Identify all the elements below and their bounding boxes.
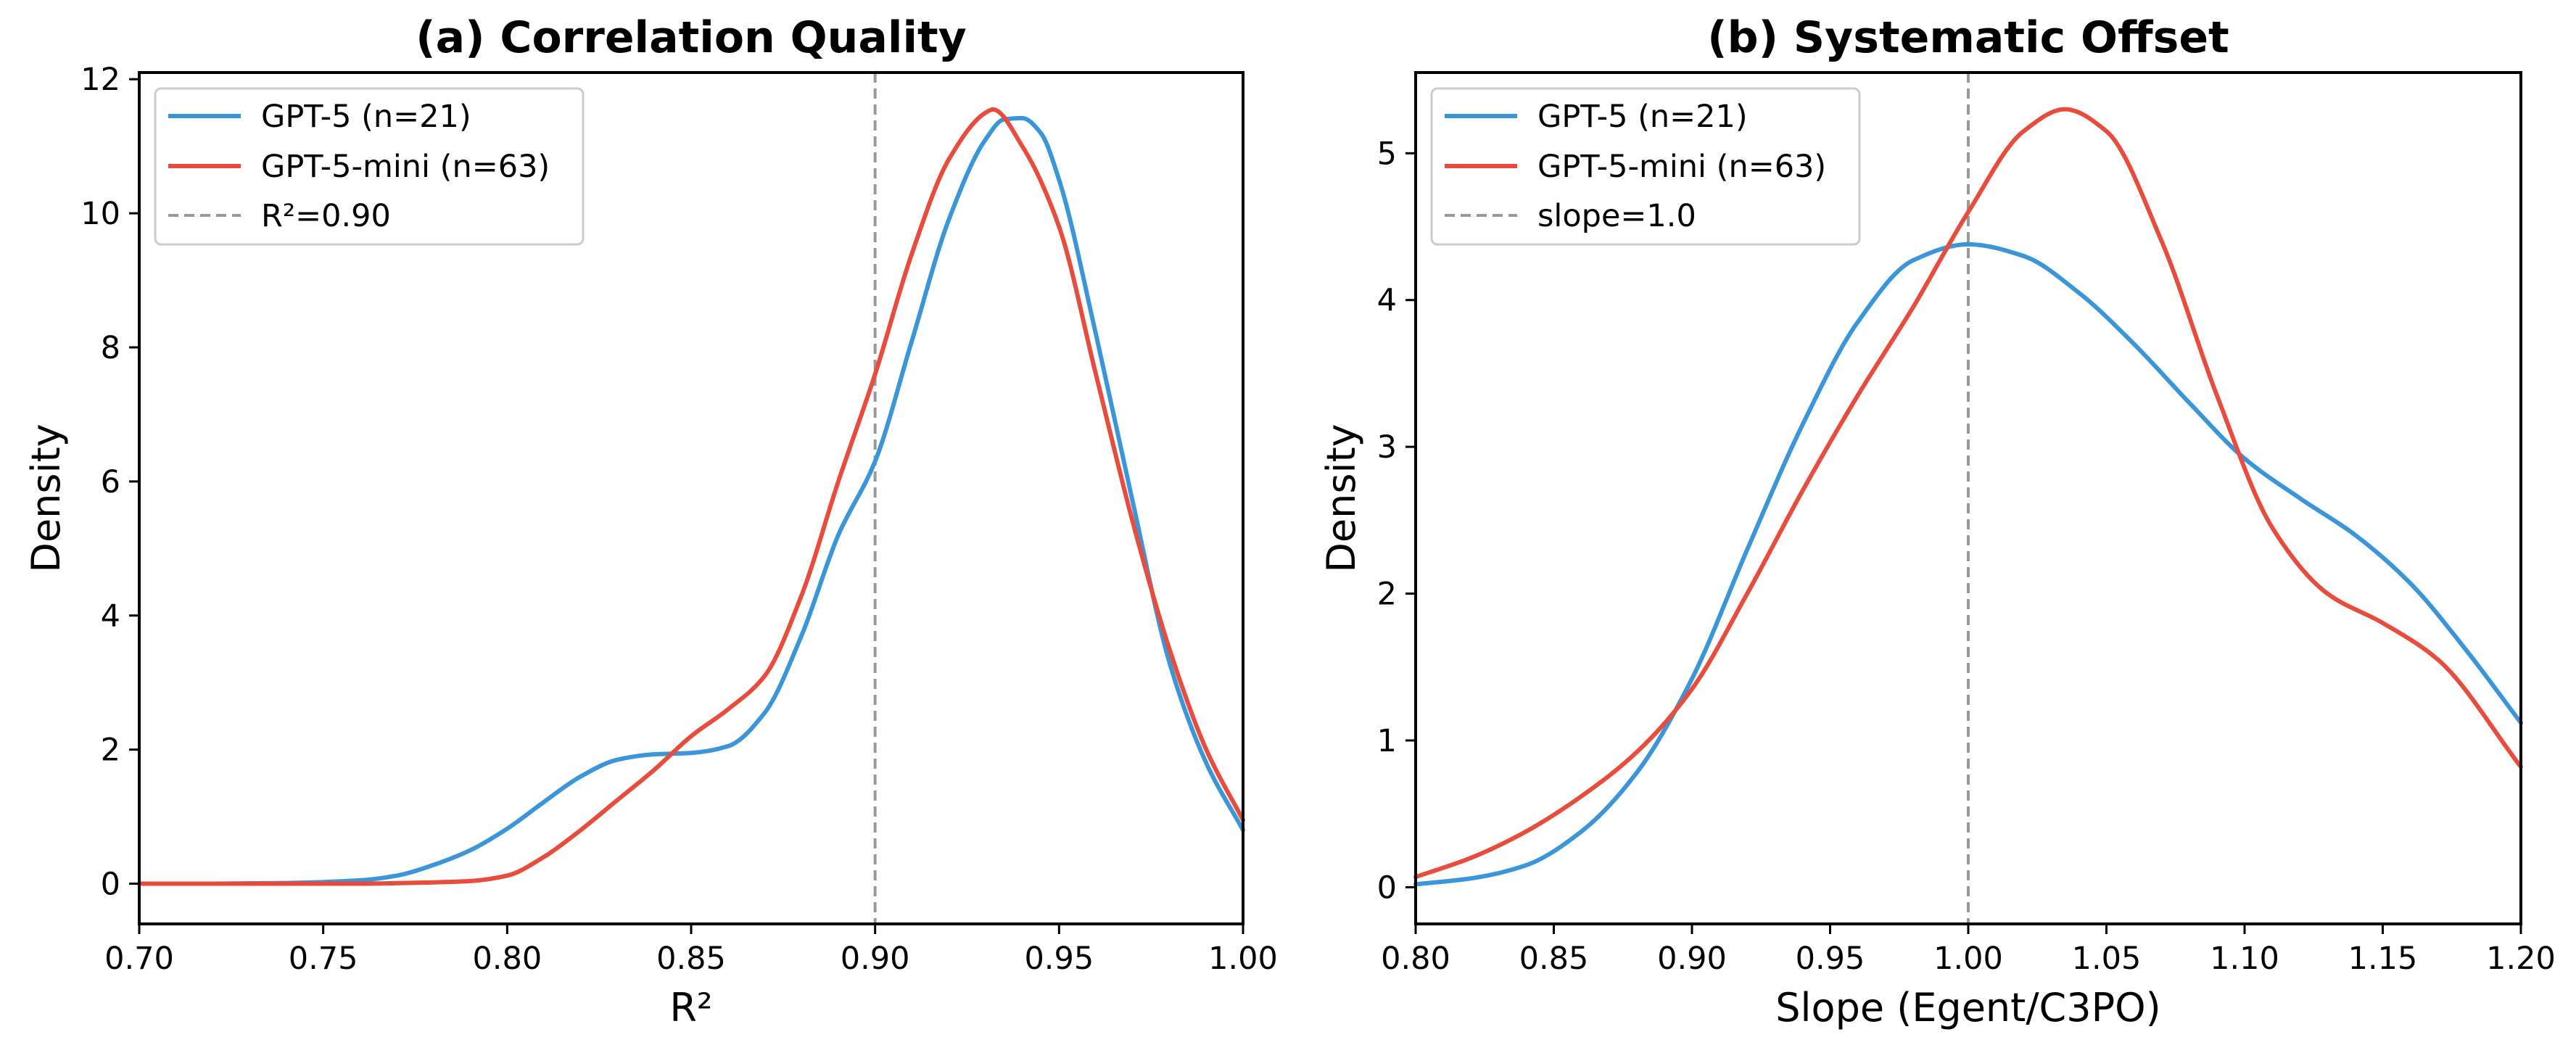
panel-systematic-offset: (b) Systematic Offset 0.80 0.85 0.90 0.95 1.… — [1318, 12, 2556, 1031]
y-tick-label: 0 — [101, 867, 120, 903]
legend-label-gpt5: GPT-5 (n=21) — [1537, 99, 1748, 135]
y-tick-label: 4 — [1377, 283, 1397, 319]
legend-label-gpt5-mini: GPT-5-mini (n=63) — [261, 149, 550, 185]
x-tick-label: 1.00 — [1208, 941, 1278, 977]
y-tick-label: 5 — [1377, 136, 1397, 172]
x-tick-label: 0.95 — [1796, 941, 1865, 977]
legend-label-gpt5-mini: GPT-5-mini (n=63) — [1537, 149, 1826, 185]
y-tick-label: 0 — [1377, 870, 1397, 906]
panel-correlation-quality: (a) Correlation Quality 0.70 0.75 0.80 0.85… — [23, 12, 1278, 1031]
x-axis-label: R² — [669, 985, 712, 1031]
x-tick-label: 0.80 — [472, 941, 542, 977]
x-axis-label: Slope (Egent/C3PO) — [1775, 985, 2160, 1031]
y-tick-label: 2 — [101, 732, 120, 769]
series-line-gpt5mini — [137, 107, 1245, 886]
x-tick-label: 1.10 — [2210, 941, 2279, 977]
x-tick-label: 1.15 — [2348, 941, 2418, 977]
series-line-gpt5 — [137, 115, 1245, 886]
x-tick-label: 0.90 — [1657, 941, 1727, 977]
series-line-gpt5mini — [1413, 107, 2523, 880]
y-tick-label: 8 — [101, 330, 120, 366]
panel-title: (a) Correlation Quality — [416, 12, 967, 63]
x-tick-label: 0.80 — [1381, 941, 1450, 977]
y-tick-label: 10 — [80, 196, 120, 232]
x-tick-label: 1.20 — [2486, 941, 2556, 977]
y-axis-label: Density — [23, 424, 69, 572]
y-tick-label: 6 — [101, 464, 120, 500]
x-tick-label: 0.70 — [104, 941, 174, 977]
legend-label-reference: slope=1.0 — [1537, 198, 1696, 234]
x-tick-label: 0.90 — [841, 941, 910, 977]
series-line-gpt5 — [1413, 241, 2523, 887]
y-tick-label: 12 — [80, 62, 120, 98]
y-tick-label: 2 — [1377, 577, 1397, 613]
x-tick-label: 0.95 — [1024, 941, 1094, 977]
x-tick-label: 1.05 — [2072, 941, 2142, 977]
x-tick-label: 1.00 — [1933, 941, 2003, 977]
x-tick-label: 0.75 — [289, 941, 358, 977]
y-axis-label: Density — [1318, 424, 1364, 572]
legend-label-gpt5: GPT-5 (n=21) — [261, 99, 471, 135]
y-tick-label: 3 — [1377, 429, 1397, 466]
x-tick-label: 0.85 — [1519, 941, 1589, 977]
legend-box — [1430, 87, 1861, 246]
y-tick-label: 1 — [1377, 723, 1397, 759]
panel-title: (b) Systematic Offset — [1707, 12, 2229, 63]
legend: GPT-5 (n=21) GPT-5-mini (n=63) slope=1.0 — [1430, 87, 1861, 246]
legend: GPT-5 (n=21) GPT-5-mini (n=63) R²=0.90 — [154, 87, 585, 246]
legend-label-reference: R²=0.90 — [261, 198, 391, 234]
legend-box — [154, 87, 585, 246]
x-tick-label: 0.85 — [656, 941, 726, 977]
y-tick-label: 4 — [101, 598, 120, 635]
